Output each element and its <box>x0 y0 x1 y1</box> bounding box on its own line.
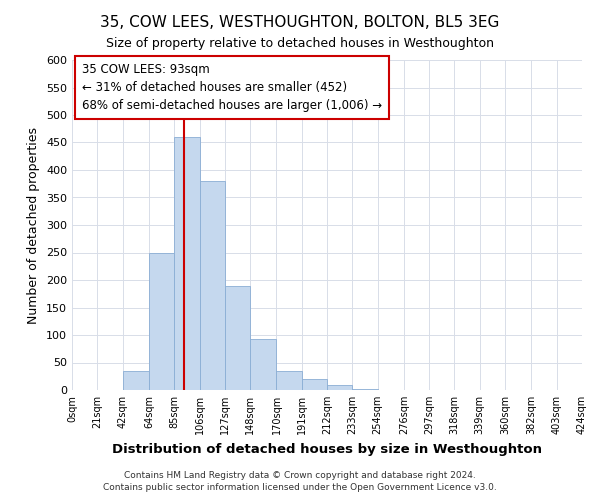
Bar <box>327 384 352 390</box>
Text: Contains HM Land Registry data © Crown copyright and database right 2024.
Contai: Contains HM Land Registry data © Crown c… <box>103 471 497 492</box>
Bar <box>302 379 327 390</box>
Text: Size of property relative to detached houses in Westhoughton: Size of property relative to detached ho… <box>106 38 494 51</box>
Y-axis label: Number of detached properties: Number of detached properties <box>28 126 40 324</box>
Text: 35 COW LEES: 93sqm
← 31% of detached houses are smaller (452)
68% of semi-detach: 35 COW LEES: 93sqm ← 31% of detached hou… <box>82 62 382 112</box>
Bar <box>352 389 377 390</box>
Bar <box>225 286 250 390</box>
Bar <box>149 252 174 390</box>
Bar <box>122 371 149 390</box>
Text: 35, COW LEES, WESTHOUGHTON, BOLTON, BL5 3EG: 35, COW LEES, WESTHOUGHTON, BOLTON, BL5 … <box>100 15 500 30</box>
Bar <box>199 181 225 390</box>
Bar <box>277 371 302 390</box>
Bar <box>174 137 199 390</box>
Bar <box>250 340 277 390</box>
X-axis label: Distribution of detached houses by size in Westhoughton: Distribution of detached houses by size … <box>112 442 542 456</box>
